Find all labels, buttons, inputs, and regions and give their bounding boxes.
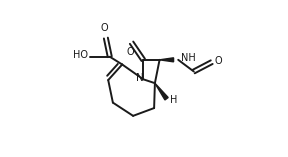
Polygon shape (155, 83, 168, 100)
Text: O: O (101, 23, 108, 33)
Text: O: O (214, 56, 222, 66)
Text: O: O (126, 47, 134, 57)
Text: NH: NH (181, 53, 195, 63)
Text: H: H (170, 95, 178, 105)
Text: N: N (136, 73, 144, 83)
Polygon shape (160, 58, 174, 62)
Text: HO: HO (73, 50, 88, 60)
